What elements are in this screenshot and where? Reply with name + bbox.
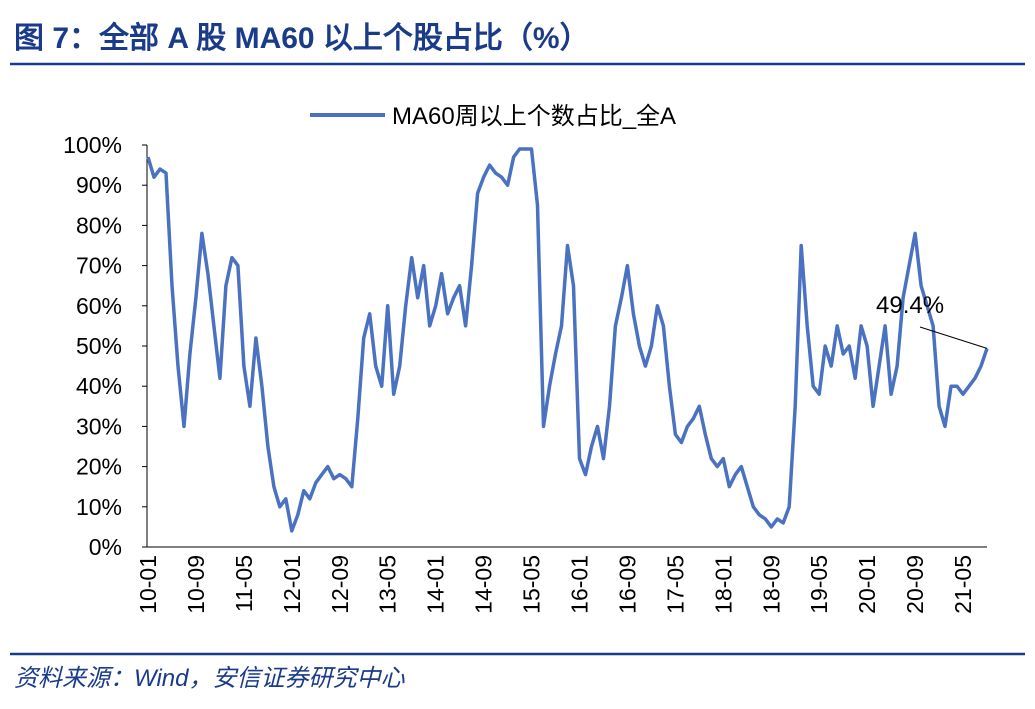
y-tick-label: 0%: [89, 534, 122, 560]
source: 资料来源：Wind，安信证券研究中心: [14, 665, 405, 692]
x-tick-label: 17-05: [662, 555, 688, 614]
annotation-leader: [919, 326, 988, 349]
y-tick-label: 70%: [76, 253, 122, 279]
x-tick-label: 15-05: [519, 555, 545, 614]
x-tick-label: 18-09: [758, 555, 784, 614]
x-tick-label: 10-01: [135, 555, 161, 614]
x-tick-label: 10-09: [183, 555, 209, 614]
y-tick-label: 60%: [76, 293, 122, 319]
legend-label: MA60周以上个数占比_全A: [392, 103, 676, 130]
y-tick-label: 100%: [63, 132, 122, 158]
x-tick-label: 20-01: [854, 555, 880, 614]
y-tick-label: 30%: [76, 413, 122, 439]
x-tick-label: 12-09: [327, 555, 353, 614]
x-tick-label: 21-05: [950, 555, 976, 614]
y-tick-label: 10%: [76, 494, 122, 520]
y-tick-label: 90%: [76, 172, 122, 198]
x-tick-label: 16-09: [614, 555, 640, 614]
x-tick-label: 13-05: [375, 555, 401, 614]
x-tick-label: 18-01: [710, 555, 736, 614]
y-tick-label: 40%: [76, 373, 122, 399]
chart-title: 图 7：全部 A 股 MA60 以上个股占比（%）: [14, 21, 590, 55]
y-tick-label: 80%: [76, 212, 122, 238]
x-tick-label: 20-09: [902, 555, 928, 614]
y-tick-label: 50%: [76, 333, 122, 359]
x-tick-label: 11-05: [231, 555, 257, 612]
x-tick-label: 16-01: [566, 555, 592, 614]
annotation: 49.4%: [876, 292, 944, 319]
line: [146, 147, 989, 533]
x-tick-label: 14-09: [471, 555, 497, 614]
x-tick-label: 14-01: [423, 555, 449, 614]
y-tick-label: 20%: [76, 454, 122, 480]
x-tick-label: 19-05: [806, 555, 832, 614]
x-tick-label: 12-01: [279, 555, 305, 614]
